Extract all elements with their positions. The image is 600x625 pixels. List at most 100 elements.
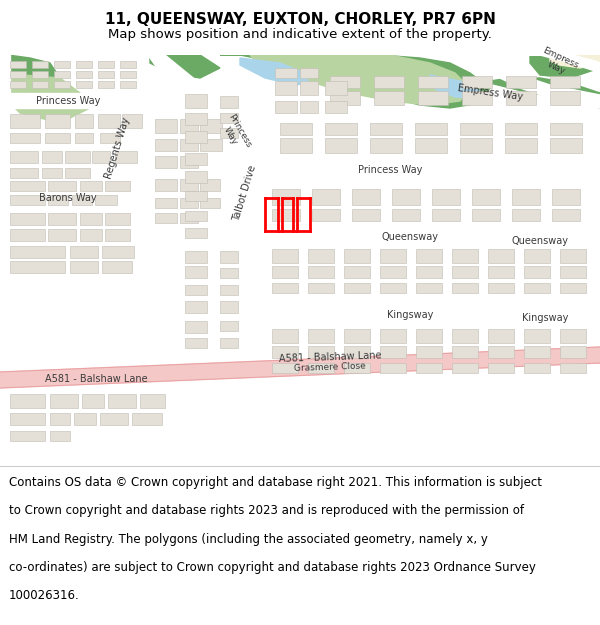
Bar [10, 229, 45, 241]
Bar [524, 266, 550, 278]
Bar [524, 346, 550, 358]
Polygon shape [430, 55, 600, 108]
Bar [524, 249, 550, 263]
Text: Map shows position and indicative extent of the property.: Map shows position and indicative extent… [108, 28, 492, 41]
Bar [325, 101, 347, 113]
Bar [452, 363, 478, 373]
Bar [155, 198, 177, 208]
Bar [275, 81, 297, 95]
Bar [76, 61, 92, 68]
Bar [344, 249, 370, 263]
Polygon shape [446, 183, 458, 225]
Bar [462, 76, 492, 88]
Bar [155, 139, 177, 151]
Bar [82, 394, 104, 408]
Bar [80, 213, 102, 225]
Polygon shape [220, 55, 490, 108]
Polygon shape [314, 183, 326, 225]
Bar [185, 171, 207, 183]
Bar [155, 119, 177, 133]
Bar [98, 71, 114, 78]
Polygon shape [0, 73, 90, 123]
Bar [418, 91, 448, 105]
Bar [120, 61, 136, 68]
Bar [132, 413, 162, 425]
Bar [308, 346, 334, 358]
Polygon shape [218, 153, 268, 268]
Bar [432, 189, 460, 205]
Bar [552, 189, 580, 205]
Bar [72, 195, 92, 205]
Bar [488, 266, 514, 278]
Bar [308, 283, 334, 293]
Bar [32, 81, 48, 88]
Bar [180, 119, 198, 133]
Bar [325, 138, 357, 153]
Bar [344, 283, 370, 293]
Bar [200, 198, 220, 208]
Bar [45, 133, 70, 143]
Bar [344, 329, 370, 343]
Bar [415, 123, 447, 135]
Bar [452, 329, 478, 343]
Bar [308, 363, 334, 373]
Bar [50, 431, 70, 441]
Bar [392, 209, 420, 221]
Polygon shape [359, 183, 371, 225]
Bar [460, 138, 492, 153]
Bar [185, 228, 207, 238]
Bar [392, 189, 420, 205]
Bar [180, 139, 198, 151]
Bar [352, 209, 380, 221]
Bar [416, 249, 442, 263]
Bar [185, 301, 207, 313]
Bar [330, 91, 360, 105]
Bar [220, 113, 238, 123]
Bar [10, 431, 45, 441]
Text: Kingsway: Kingsway [522, 313, 568, 323]
Bar [120, 81, 136, 88]
Polygon shape [580, 55, 600, 65]
Bar [416, 329, 442, 343]
Bar [488, 346, 514, 358]
Bar [180, 213, 198, 223]
Bar [272, 266, 298, 278]
Bar [452, 346, 478, 358]
Bar [272, 283, 298, 293]
Bar [65, 168, 90, 178]
Bar [552, 209, 580, 221]
Bar [185, 211, 207, 221]
Polygon shape [10, 191, 130, 205]
Bar [308, 329, 334, 343]
Bar [220, 251, 238, 263]
Bar [416, 266, 442, 278]
Bar [42, 168, 62, 178]
Text: Regents Way: Regents Way [104, 116, 132, 180]
Bar [380, 329, 406, 343]
Bar [220, 128, 238, 138]
Bar [512, 209, 540, 221]
Bar [70, 261, 98, 273]
Bar [432, 209, 460, 221]
Polygon shape [252, 263, 268, 463]
Bar [524, 329, 550, 343]
Bar [48, 195, 68, 205]
Bar [300, 81, 318, 95]
Text: HM Land Registry. The polygons (including the associated geometry, namely x, y: HM Land Registry. The polygons (includin… [9, 532, 488, 546]
Bar [460, 123, 492, 135]
Bar [344, 363, 370, 373]
Polygon shape [0, 347, 600, 388]
Text: Contains OS data © Crown copyright and database right 2021. This information is : Contains OS data © Crown copyright and d… [9, 476, 542, 489]
Bar [560, 266, 586, 278]
Bar [120, 71, 136, 78]
Bar [155, 213, 177, 223]
Bar [98, 114, 120, 128]
Bar [76, 71, 92, 78]
Bar [550, 123, 582, 135]
Polygon shape [0, 55, 60, 88]
Bar [185, 251, 207, 263]
Bar [330, 76, 360, 88]
Bar [352, 189, 380, 205]
Bar [185, 321, 207, 333]
Bar [370, 138, 402, 153]
